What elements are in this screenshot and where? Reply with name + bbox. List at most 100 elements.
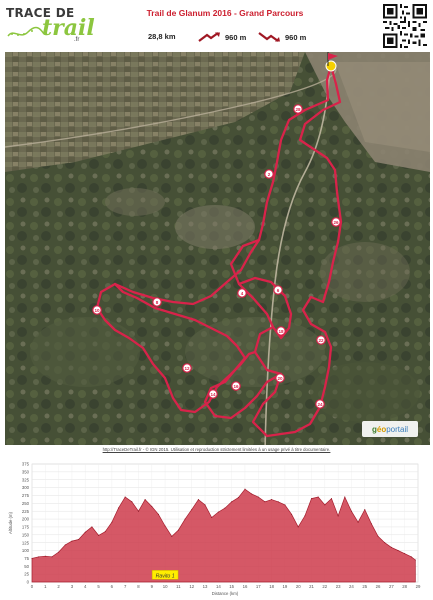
elevation-point (91, 526, 93, 528)
map-canvas: 28 2 26 4 6 8 10 12 14 16 18 20 22 24 (5, 52, 430, 445)
y-tick-label: 375 (22, 462, 30, 467)
elevation-point (144, 499, 146, 501)
elevation-point (64, 544, 66, 546)
x-tick-label: 1 (44, 584, 47, 589)
km-marker: 22 (316, 335, 326, 345)
elevation-point (304, 515, 306, 517)
km-marker-label: 12 (184, 366, 190, 371)
elevation-point (404, 553, 406, 555)
qr-code-icon[interactable] (383, 4, 427, 48)
elevation-point (78, 539, 80, 541)
elevation-point (211, 516, 213, 518)
y-tick-label: 200 (22, 517, 30, 522)
y-tick-label: 350 (22, 469, 30, 474)
elevation-point (251, 493, 253, 495)
trace-de-trail-logo[interactable]: TRACE DE trail .fr (6, 6, 95, 48)
header: TRACE DE trail .fr Trail de Glanum 2016 … (0, 0, 433, 52)
logo-swirl-icon (7, 26, 45, 37)
y-tick-label: 75 (24, 556, 29, 561)
elevation-point (397, 550, 399, 552)
elevation-point (151, 505, 153, 507)
elevation-point (297, 526, 299, 528)
elevation-point (390, 546, 392, 548)
elevation-point (51, 556, 53, 558)
x-tick-label: 27 (389, 584, 394, 589)
y-tick-label: 225 (22, 509, 30, 514)
elevation-point (317, 496, 319, 498)
elevation-gain-value: 960 m (225, 32, 247, 42)
km-marker-label: 24 (317, 402, 323, 407)
km-marker: 6 (273, 285, 283, 295)
y-tick-label: 0 (27, 580, 30, 585)
km-marker-label: 10 (94, 308, 100, 313)
elevation-area (31, 488, 416, 583)
elevation-point (184, 518, 186, 520)
x-tick-label: 6 (111, 584, 114, 589)
ravito-label: Ravito 1 (156, 573, 175, 579)
y-tick-label: 325 (22, 477, 30, 482)
road (264, 61, 331, 445)
km-marker: 24 (315, 399, 325, 409)
y-axis-label: Altitude (m) (8, 511, 13, 534)
x-tick-label: 29 (416, 584, 421, 589)
y-tick-label: 175 (22, 525, 30, 530)
x-tick-label: 13 (203, 584, 208, 589)
elevation-point (357, 521, 359, 523)
ravito-badge (151, 570, 179, 580)
elevation-point (58, 551, 60, 553)
elevation-point (231, 501, 233, 503)
y-tick-label: 50 (24, 564, 29, 569)
elevation-point (244, 488, 246, 490)
elevation-point (364, 509, 366, 511)
km-marker: 10 (92, 305, 102, 315)
elevation-point (344, 496, 346, 498)
geoportail-logo[interactable]: g éo portail (362, 421, 418, 437)
x-tick-label: 20 (296, 584, 301, 589)
uphill-icon (198, 32, 220, 42)
race-track (113, 282, 247, 360)
elevation-point (111, 521, 113, 523)
elevation-point (131, 501, 133, 503)
logo-text: TRACE DE (6, 6, 75, 20)
elevation-point (384, 542, 386, 544)
x-tick-label: 24 (349, 584, 354, 589)
x-tick-label: 23 (336, 584, 341, 589)
x-tick-label: 9 (151, 584, 154, 589)
copyright-notice[interactable]: http://TraceDeTrail.fr - © IGN 2015. Uti… (102, 447, 331, 452)
x-tick-label: 26 (376, 584, 381, 589)
x-axis-label: Distance (km) (212, 591, 239, 596)
x-tick-label: 0 (31, 584, 34, 589)
km-marker: 26 (331, 217, 341, 227)
logo-tld: .fr (74, 37, 80, 43)
x-tick-label: 25 (362, 584, 367, 589)
elevation-point (38, 556, 40, 558)
x-tick-label: 2 (57, 584, 60, 589)
km-marker-label: 26 (333, 220, 339, 225)
race-track (237, 276, 293, 340)
x-tick-label: 19 (283, 584, 288, 589)
farmland-area (5, 52, 305, 172)
elevation-point (277, 501, 279, 503)
start-finish-flag-icon[interactable] (325, 52, 338, 72)
elevation-point (104, 531, 106, 533)
satellite-map[interactable]: 28 2 26 4 6 8 10 12 14 16 18 20 22 24 g éo portail (5, 52, 430, 445)
distance-value: 28,8 km (148, 32, 176, 41)
elevation-point (330, 498, 332, 500)
elevation-point (124, 496, 126, 498)
km-marker-label: 22 (318, 338, 324, 343)
elevation-profile: 0 25 50 75 100 125 150 175 200 225 250 275 300 325 350… (0, 458, 433, 600)
x-tick-label: 16 (243, 584, 248, 589)
elevation-point (264, 501, 266, 503)
elevation-point (44, 555, 46, 557)
logo-script: trail (42, 15, 95, 41)
elevation-chart: 0255075100125150175200225250275300325350… (8, 462, 421, 596)
x-tick-label: 5 (97, 584, 100, 589)
elevation-point (337, 515, 339, 517)
x-tick-label: 3 (71, 584, 74, 589)
elevation-loss-value: 960 m (285, 32, 307, 42)
km-marker: 20 (275, 373, 285, 383)
elevation-point (157, 513, 159, 515)
km-marker-label: 28 (295, 107, 301, 112)
km-marker: 12 (182, 363, 192, 373)
km-marker: 4 (237, 288, 247, 298)
